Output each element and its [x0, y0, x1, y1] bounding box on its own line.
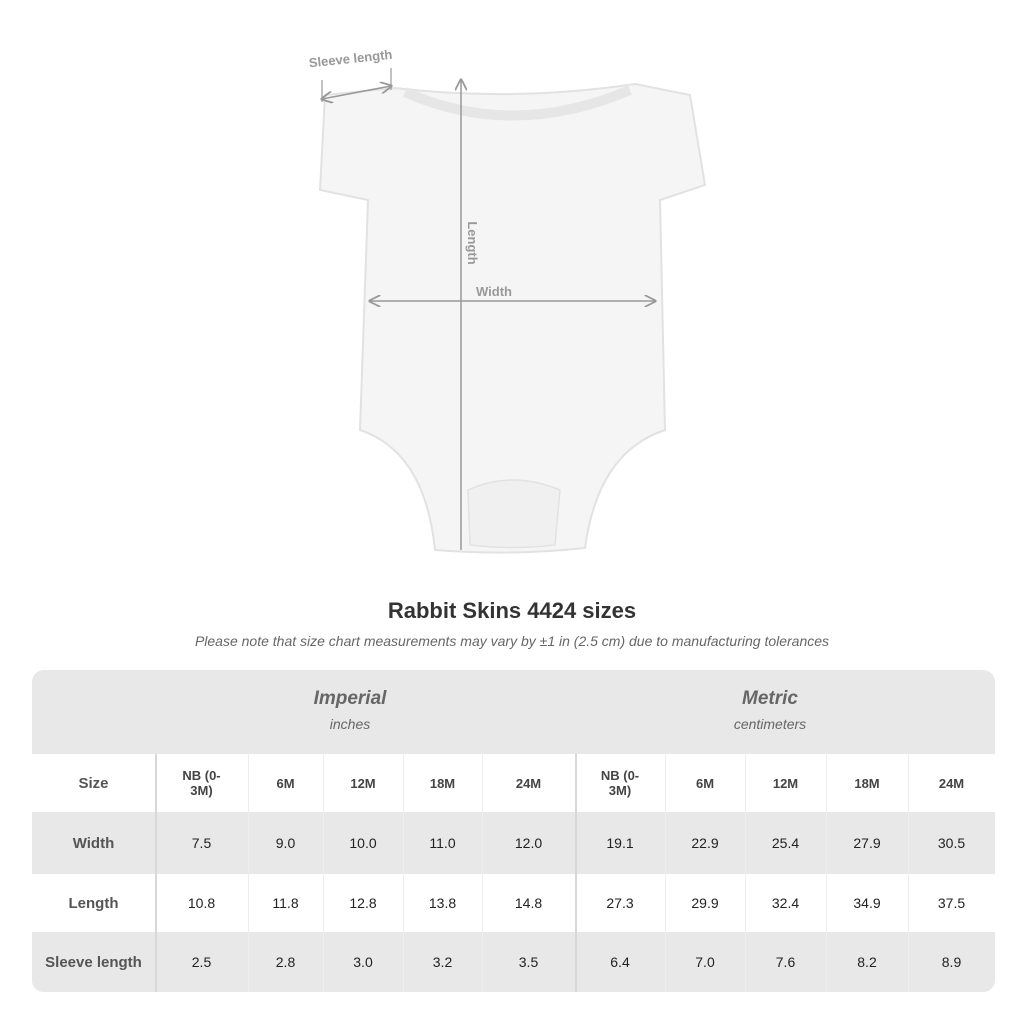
divider — [745, 754, 746, 992]
divider — [403, 754, 404, 992]
crotch-snap — [467, 479, 561, 549]
divider — [482, 754, 483, 992]
column-header: Size — [78, 774, 109, 792]
divider — [908, 754, 909, 992]
table-cell: 2.5 — [191, 954, 212, 970]
size-table: Imperial inches Metric centimeters Size NB (0… — [32, 670, 995, 992]
onesie-diagram: Sleeve length Length Width — [308, 47, 707, 554]
table-cell: 8.9 — [941, 954, 962, 970]
divider — [575, 754, 577, 992]
table-cell: 13.8 — [428, 895, 457, 911]
table-cell: 3.5 — [518, 954, 539, 970]
column-header: 6M — [276, 775, 295, 791]
width-label: Width — [476, 284, 512, 299]
divider — [155, 754, 157, 992]
row-band — [32, 812, 995, 874]
divider — [826, 754, 827, 992]
column-header: 24M — [515, 775, 542, 791]
table-cell: 2.8 — [275, 954, 296, 970]
table-cell: 12.8 — [349, 895, 377, 911]
row-band — [32, 874, 995, 932]
table-cell: 32.4 — [771, 895, 800, 911]
column-header: 12M — [772, 775, 799, 791]
row-band — [32, 932, 995, 992]
table-cell: 6.4 — [610, 954, 630, 970]
column-header: 12M — [350, 775, 376, 791]
table-cell: 12.0 — [514, 835, 543, 851]
note: Please note that size chart measurements… — [194, 633, 830, 649]
column-header: 18M — [854, 775, 880, 791]
table-cell: 19.1 — [606, 835, 634, 851]
table-cell: 7.6 — [775, 954, 796, 970]
table-cell: 14.8 — [514, 895, 543, 911]
table-cell: 30.5 — [937, 835, 966, 851]
title: Rabbit Skins 4424 sizes — [387, 598, 637, 623]
row-header: Width — [72, 834, 115, 852]
table-cell: 29.9 — [691, 895, 719, 911]
onesie — [318, 82, 707, 554]
table-cell: 22.9 — [691, 835, 719, 851]
neckline — [402, 85, 632, 121]
sleeve-line — [322, 86, 391, 99]
divider — [665, 754, 666, 992]
divider — [323, 754, 324, 992]
table-cell: 7.0 — [695, 954, 715, 970]
table-cell: 9.0 — [275, 835, 296, 851]
row-header: Sleeve length — [45, 953, 142, 971]
column-header: 24M — [938, 775, 965, 791]
table-cell: 10.0 — [349, 835, 377, 851]
group-title: Metric — [742, 688, 798, 709]
table-cell: 34.9 — [853, 895, 881, 911]
row-band — [32, 754, 995, 812]
column-header: NB (0-3M) — [600, 768, 640, 798]
group-unit: inches — [329, 716, 371, 732]
table-cell: 3.0 — [353, 954, 373, 970]
table-cell: 37.5 — [937, 895, 966, 911]
group-title: Imperial — [313, 688, 387, 709]
column-header: 6M — [695, 775, 715, 791]
table-cell: 7.5 — [191, 835, 212, 851]
table-cell: 8.2 — [857, 954, 877, 970]
table-cell: 27.3 — [606, 895, 634, 911]
length-label: Length — [465, 221, 480, 264]
sleeve-length-label: Sleeve length — [308, 47, 393, 71]
table-cell: 11.8 — [272, 895, 299, 911]
divider — [248, 754, 249, 992]
row-header: Length — [68, 894, 119, 912]
table-cell: 11.0 — [429, 835, 456, 851]
table-cell: 10.8 — [187, 895, 216, 911]
column-header: NB (0-3M) — [182, 768, 221, 798]
table-cell: 3.2 — [432, 954, 453, 970]
group-unit: centimeters — [733, 716, 807, 732]
table-cell: 27.9 — [853, 835, 881, 851]
table-cell: 25.4 — [771, 835, 800, 851]
column-header: 18M — [429, 775, 456, 791]
